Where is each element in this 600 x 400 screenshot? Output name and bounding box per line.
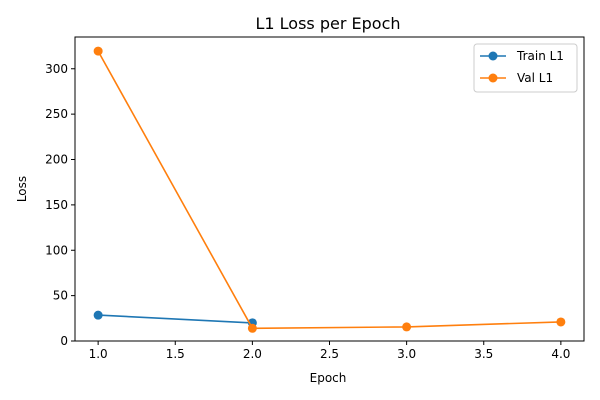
x-tick-label: 3.0 [397, 347, 416, 361]
legend: Train L1 Val L1 [473, 43, 578, 93]
y-tick-label: 250 [45, 107, 68, 121]
legend-label-train-l1: Train L1 [516, 49, 564, 63]
legend-marker-train-l1 [488, 51, 498, 61]
data-point-val-l1 [556, 317, 566, 327]
y-tick-label: 0 [60, 334, 68, 348]
y-axis-label: Loss [15, 176, 29, 202]
x-tick-label: 3.5 [474, 347, 493, 361]
x-tick-label: 4.0 [551, 347, 570, 361]
chart-title: L1 Loss per Epoch [255, 14, 400, 33]
x-axis-label: Epoch [310, 371, 347, 385]
x-tick-label: 1.5 [166, 347, 185, 361]
x-tick-label: 2.5 [320, 347, 339, 361]
y-tick-label: 150 [45, 198, 68, 212]
legend-marker-val-l1 [488, 73, 498, 83]
y-axis-ticks: 0 50 100 150 200 250 300 [45, 62, 75, 348]
y-tick-label: 50 [53, 289, 68, 303]
plot-frame [74, 36, 585, 342]
data-point-val-l1 [247, 323, 257, 333]
x-tick-label: 2.0 [243, 347, 262, 361]
series-layer [93, 46, 566, 333]
legend-label-val-l1: Val L1 [517, 71, 553, 85]
series-line-val-l1 [97, 50, 561, 330]
data-point-val-l1 [93, 46, 103, 56]
x-axis-ticks: 1.0 1.5 2.0 2.5 3.0 3.5 4.0 [89, 341, 570, 361]
y-tick-label: 200 [45, 153, 68, 167]
data-point-val-l1 [402, 322, 412, 332]
x-tick-label: 1.0 [89, 347, 108, 361]
y-tick-label: 300 [45, 62, 68, 76]
data-point-train-l1 [93, 310, 103, 320]
y-tick-label: 100 [45, 243, 68, 257]
series-line-train-l1 [98, 314, 253, 324]
